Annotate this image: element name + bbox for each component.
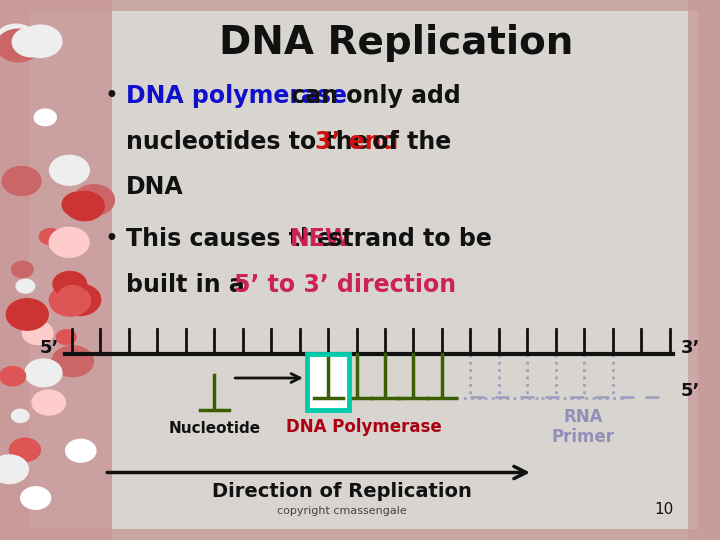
Circle shape <box>65 191 104 221</box>
Text: DNA: DNA <box>126 176 184 199</box>
Circle shape <box>58 286 86 307</box>
Text: DNA polymerase: DNA polymerase <box>126 84 347 107</box>
Text: DNA Polymerase: DNA Polymerase <box>287 418 442 436</box>
Circle shape <box>2 166 41 195</box>
Text: 5’: 5’ <box>40 339 59 357</box>
Text: of the: of the <box>364 130 451 153</box>
Text: •: • <box>104 227 118 251</box>
Circle shape <box>0 455 28 483</box>
Text: strand to be: strand to be <box>320 227 492 251</box>
Bar <box>307 354 349 410</box>
Circle shape <box>9 438 40 462</box>
Circle shape <box>52 346 94 377</box>
Text: Direction of Replication: Direction of Replication <box>212 482 472 501</box>
Circle shape <box>16 279 35 293</box>
Circle shape <box>32 390 66 415</box>
Circle shape <box>21 487 50 509</box>
Circle shape <box>58 284 101 315</box>
Circle shape <box>40 228 60 245</box>
Circle shape <box>62 192 96 217</box>
Text: 3’ end: 3’ end <box>315 130 398 153</box>
Circle shape <box>0 29 40 62</box>
Text: 5’ to 3’ direction: 5’ to 3’ direction <box>234 273 456 296</box>
Text: •: • <box>104 84 118 107</box>
Text: 5’: 5’ <box>680 382 700 401</box>
Text: 10: 10 <box>654 502 673 517</box>
Text: built in a: built in a <box>126 273 253 296</box>
Bar <box>0 0 112 540</box>
Circle shape <box>49 227 89 257</box>
Circle shape <box>34 109 56 126</box>
Circle shape <box>6 299 48 330</box>
Circle shape <box>22 321 53 345</box>
Circle shape <box>0 367 25 386</box>
Text: 3’: 3’ <box>680 339 700 357</box>
Circle shape <box>12 27 52 57</box>
Circle shape <box>0 24 35 53</box>
Text: NEW: NEW <box>290 227 352 251</box>
Text: Primer: Primer <box>552 428 615 445</box>
Bar <box>688 0 720 540</box>
Text: nucleotides to the: nucleotides to the <box>126 130 377 153</box>
Circle shape <box>12 409 29 422</box>
Circle shape <box>50 156 89 185</box>
Circle shape <box>49 285 91 316</box>
Text: DNA Replication: DNA Replication <box>219 24 573 62</box>
Circle shape <box>25 359 62 387</box>
Circle shape <box>73 185 114 215</box>
Circle shape <box>53 272 86 296</box>
Text: copyright cmassengale: copyright cmassengale <box>277 506 407 516</box>
Text: This causes the: This causes the <box>126 227 341 251</box>
Circle shape <box>56 330 76 345</box>
Text: can only add: can only add <box>283 84 461 107</box>
Text: RNA: RNA <box>564 408 603 426</box>
Text: Nucleotide: Nucleotide <box>168 421 261 436</box>
Circle shape <box>19 25 62 57</box>
Circle shape <box>12 261 33 278</box>
Circle shape <box>66 440 96 462</box>
